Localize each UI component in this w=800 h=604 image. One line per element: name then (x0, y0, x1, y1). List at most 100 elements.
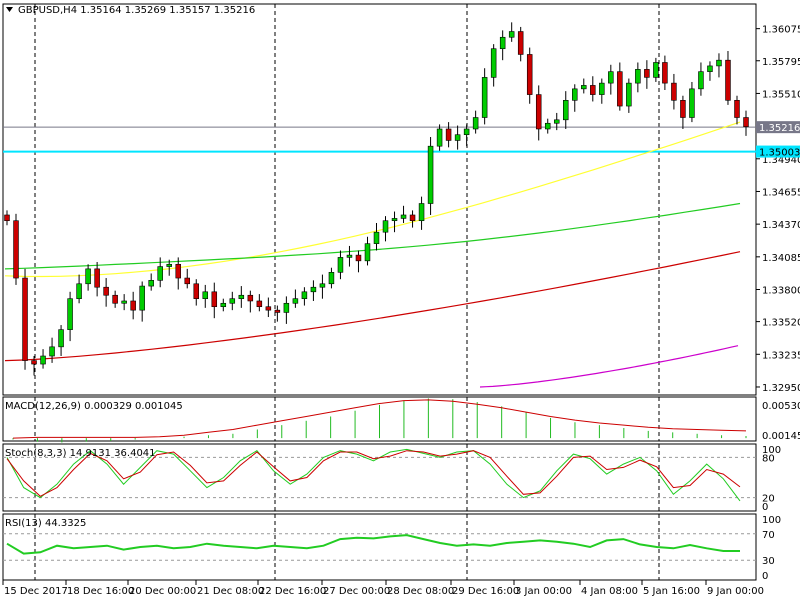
bull-candle (49, 346, 55, 357)
bear-candle (274, 309, 281, 313)
macd-tick-label: 0.005305 (762, 401, 800, 412)
bull-candle (346, 254, 353, 258)
bull-candle (220, 302, 227, 308)
time-tick-label: 4 Jan 08:00 (581, 586, 638, 597)
time-tick-label: 27 Dec 00:00 (323, 586, 390, 597)
bear-candle (175, 263, 181, 279)
bull-candle (85, 268, 91, 285)
bull-candle (238, 294, 245, 299)
bull-candle (337, 257, 344, 273)
bull-candle (67, 298, 73, 330)
bull-candle (40, 355, 46, 365)
time-tick-label: 28 Dec 08:00 (387, 586, 454, 597)
rsi-label: RSI(13) 44.3325 (5, 518, 86, 529)
price-tick-label: 1.34940 (762, 155, 800, 166)
bear-candle (644, 69, 650, 78)
time-tick-label: 21 Dec 08:00 (197, 586, 264, 597)
rsi-line (6, 534, 740, 555)
rsi-tick-label: 30 (762, 556, 775, 567)
bull-candle (490, 48, 497, 78)
price-tick-label: 1.35510 (762, 89, 800, 100)
bull-candle (148, 280, 154, 287)
bull-candle (481, 77, 488, 118)
time-tick-label: 3 Jan 00:00 (515, 586, 572, 597)
moving-average-line (479, 345, 739, 388)
bear-candle (517, 31, 524, 55)
bull-candle (310, 286, 317, 293)
bear-candle (743, 117, 749, 127)
bull-candle (508, 31, 515, 38)
time-tick-label: 22 Dec 16:00 (259, 586, 326, 597)
bull-candle (689, 88, 695, 118)
bull-candle (698, 71, 704, 90)
bull-candle (301, 291, 308, 299)
bull-candle (454, 134, 461, 141)
bull-candle (472, 117, 479, 130)
bear-candle (445, 128, 452, 141)
bull-candle (139, 285, 145, 311)
bull-candle (292, 298, 299, 304)
stoch-pane (2, 443, 757, 512)
bear-candle (662, 62, 668, 84)
bear-candle (22, 277, 28, 361)
bull-candle (463, 128, 470, 136)
price-tick-label: 1.35795 (762, 57, 800, 68)
bull-candle (121, 300, 127, 304)
price-tick-label: 1.34655 (762, 187, 800, 198)
stoch-signal-line (6, 450, 741, 497)
bull-candle (157, 266, 163, 281)
bull-candle (328, 272, 335, 285)
time-tick-label: 20 Dec 00:00 (129, 586, 196, 597)
bull-candle (608, 71, 614, 84)
bull-candle (391, 218, 398, 222)
bull-candle (581, 85, 587, 90)
bear-candle (535, 94, 542, 130)
bear-candle (590, 85, 596, 95)
bear-candle (734, 100, 740, 118)
macd-tick-label: 0.001457 (762, 431, 800, 442)
bull-candle (364, 243, 371, 262)
current-price-label: 1.35216 (759, 123, 800, 134)
hline-price-label: 1.35003 (759, 148, 800, 159)
moving-average-line (4, 121, 741, 278)
macd-label: MACD(12,26,9) 0.000329 0.001045 (5, 401, 183, 412)
bear-candle (265, 306, 272, 311)
moving-average-line (4, 251, 741, 362)
rsi-tick-label: 100 (762, 515, 781, 526)
dropdown-arrow-icon (6, 7, 13, 12)
bear-candle (247, 294, 254, 302)
bull-candle (202, 291, 209, 299)
stoch-tick-label: 100 (762, 445, 781, 456)
bear-candle (671, 82, 677, 101)
bear-candle (680, 100, 686, 118)
bull-candle (563, 100, 569, 121)
time-tick-label: 5 Jan 16:00 (643, 586, 700, 597)
stoch-tick-label: 20 (762, 494, 775, 505)
bull-candle (400, 214, 407, 219)
stoch-label: Stoch(8,3,3) 14.9131 36.4041 (5, 448, 156, 459)
bear-candle (31, 360, 37, 365)
stoch-tick-label: 80 (762, 453, 775, 464)
bear-candle (409, 214, 416, 222)
bull-candle (283, 302, 290, 313)
price-tick-label: 1.33800 (762, 286, 800, 297)
bull-candle (76, 283, 82, 299)
bear-candle (526, 54, 533, 95)
bear-candle (211, 291, 218, 308)
bull-candle (716, 59, 722, 67)
price-tick-label: 1.34370 (762, 220, 800, 231)
symbol-header: GBPUSD,H4 1.35164 1.35269 1.35157 1.3521… (18, 5, 255, 16)
bull-candle (599, 82, 605, 95)
bull-candle (319, 283, 326, 288)
price-pane (2, 3, 757, 396)
bull-candle (418, 203, 425, 222)
bull-candle (635, 69, 641, 84)
time-tick-label: 18 Dec 16:00 (67, 586, 134, 597)
price-tick-label: 1.33235 (762, 350, 800, 361)
macd-pane (2, 396, 757, 442)
current-price-box (756, 121, 800, 134)
moving-average-line (4, 202, 741, 270)
price-tick-label: 1.36075 (762, 25, 800, 36)
